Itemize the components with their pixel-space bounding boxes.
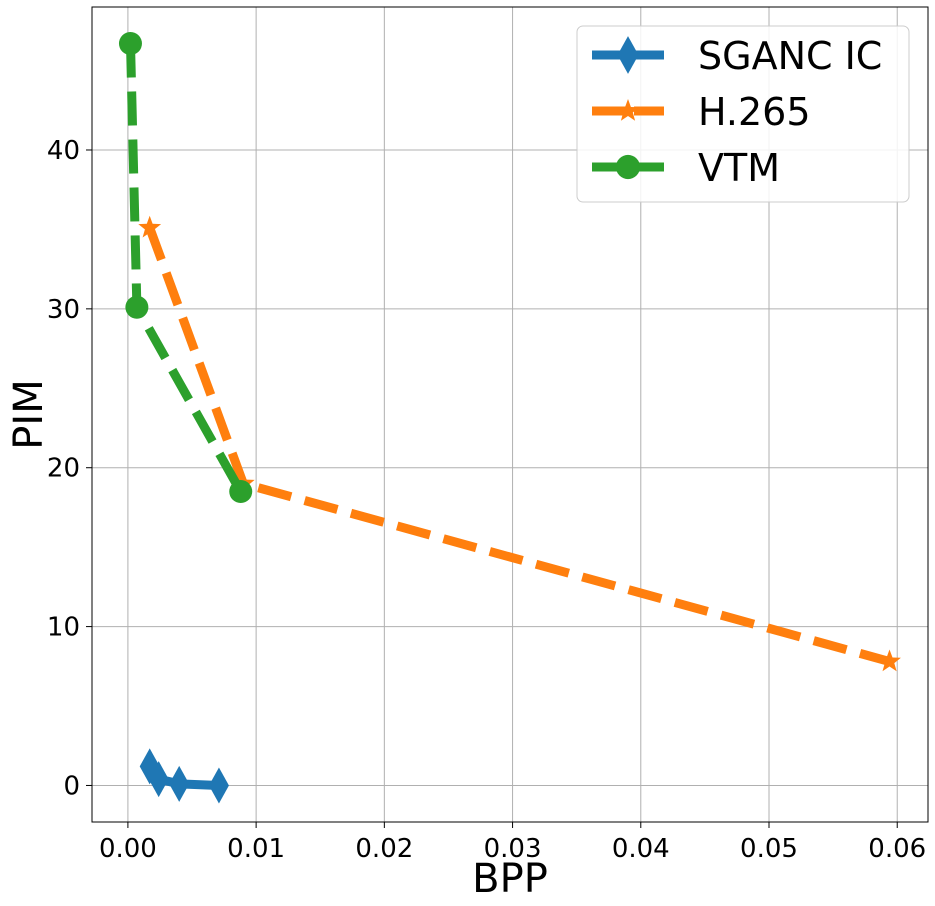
y-tick-label: 0: [63, 771, 80, 801]
y-tick-label: 10: [47, 613, 80, 643]
data-point: [169, 765, 190, 802]
legend-box: [576, 25, 910, 203]
legend-marker: [615, 154, 641, 180]
x-axis-title: BPP: [472, 856, 548, 902]
data-point: [208, 767, 229, 804]
x-tick-label: 0.03: [484, 834, 542, 864]
series-vtm: [118, 32, 253, 504]
y-tick-label: 40: [47, 136, 80, 166]
data-point: [125, 295, 149, 319]
legend-item-sganc-ic: SGANC IC: [592, 34, 882, 78]
series-line: [145, 226, 891, 666]
y-tick-label: 30: [47, 295, 80, 325]
x-tick-label: 0.05: [740, 834, 798, 864]
y-tick-label: 20: [47, 454, 80, 484]
data-point: [148, 761, 169, 798]
legend-label: VTM: [698, 146, 780, 190]
x-tick-label: 0.06: [868, 834, 926, 864]
series-h-265: [138, 215, 901, 672]
x-tick-label: 0.00: [99, 834, 157, 864]
legend-marker: [616, 99, 640, 121]
series-sganc-ic: [139, 748, 229, 804]
data-point: [138, 215, 162, 238]
legend-item-vtm: VTM: [592, 146, 780, 190]
series-layer: [118, 32, 901, 804]
legend-item-h-265: H.265: [592, 90, 811, 134]
x-tick-label: 0.02: [355, 834, 413, 864]
data-point: [118, 32, 142, 56]
data-point: [878, 649, 901, 672]
legend-marker: [617, 36, 639, 74]
y-axis-title: PIM: [6, 379, 52, 449]
legend: SGANC IC H.265 VTM: [576, 25, 910, 203]
ticks: 0.00 0.01 0.02 0.03 0.04 0.05 0.06 0 10 20 30 40: [47, 136, 926, 864]
x-tick-label: 0.01: [227, 834, 285, 864]
legend-label: H.265: [698, 90, 811, 134]
data-point: [229, 480, 253, 504]
legend-label: SGANC IC: [698, 34, 882, 78]
plot-frame: [91, 6, 929, 823]
x-tick-label: 0.04: [612, 834, 670, 864]
